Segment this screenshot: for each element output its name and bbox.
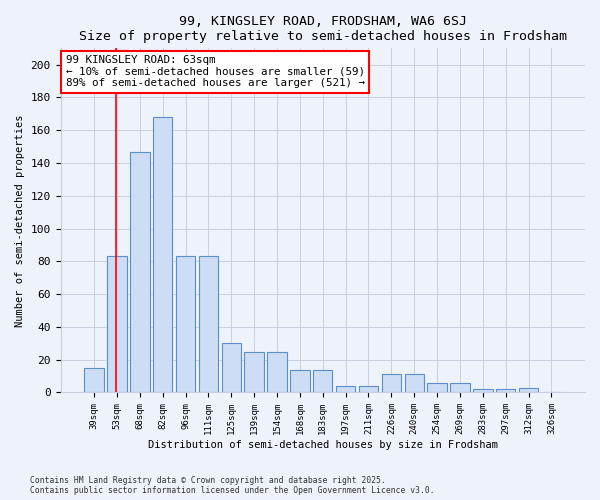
Bar: [473, 389, 493, 392]
X-axis label: Distribution of semi-detached houses by size in Frodsham: Distribution of semi-detached houses by …: [148, 440, 498, 450]
Bar: [290, 370, 310, 392]
Bar: [85, 368, 104, 392]
Bar: [519, 388, 538, 392]
Bar: [496, 389, 515, 392]
Bar: [404, 374, 424, 392]
Bar: [153, 117, 172, 392]
Bar: [130, 152, 149, 392]
Bar: [359, 386, 378, 392]
Title: 99, KINGSLEY ROAD, FRODSHAM, WA6 6SJ
Size of property relative to semi-detached : 99, KINGSLEY ROAD, FRODSHAM, WA6 6SJ Siz…: [79, 15, 567, 43]
Bar: [176, 256, 195, 392]
Bar: [382, 374, 401, 392]
Bar: [221, 344, 241, 392]
Text: 99 KINGSLEY ROAD: 63sqm
← 10% of semi-detached houses are smaller (59)
89% of se: 99 KINGSLEY ROAD: 63sqm ← 10% of semi-de…: [66, 55, 365, 88]
Bar: [450, 382, 470, 392]
Bar: [313, 370, 332, 392]
Bar: [427, 382, 447, 392]
Bar: [336, 386, 355, 392]
Bar: [199, 256, 218, 392]
Bar: [244, 352, 264, 393]
Text: Contains HM Land Registry data © Crown copyright and database right 2025.
Contai: Contains HM Land Registry data © Crown c…: [30, 476, 434, 495]
Y-axis label: Number of semi-detached properties: Number of semi-detached properties: [15, 114, 25, 326]
Bar: [268, 352, 287, 393]
Bar: [107, 256, 127, 392]
